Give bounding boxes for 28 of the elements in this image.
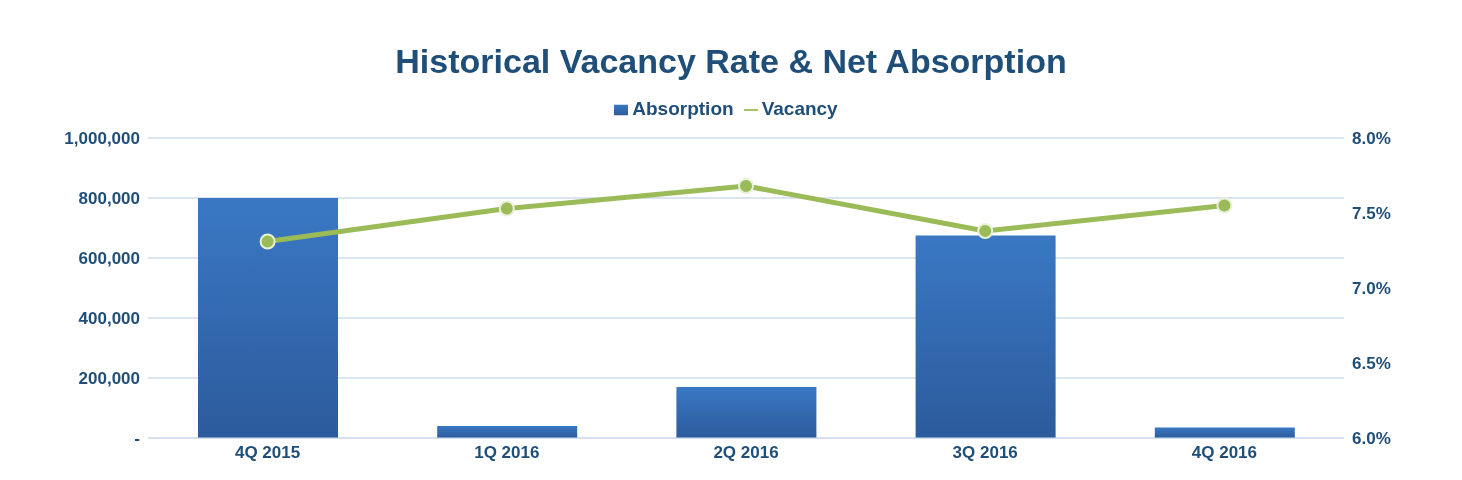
y2-tick-label: 7.0%	[1352, 279, 1391, 299]
x-tick-label: 3Q 2016	[952, 443, 1018, 463]
point	[498, 200, 515, 217]
y-tick-label: 200,000	[78, 369, 140, 389]
y-tick-label: -	[134, 429, 140, 449]
x-tick-label: 1Q 2016	[474, 443, 540, 463]
chart-title: Historical Vacancy Rate & Net Absorption	[394, 41, 1068, 82]
bar	[198, 198, 338, 438]
bar	[676, 387, 817, 438]
x-tick-label: 4Q 2016	[1191, 443, 1258, 463]
point	[738, 178, 754, 194]
x-tick-label: 4Q 2015	[234, 443, 301, 463]
legend-label: Vacancy	[761, 98, 838, 119]
bar	[915, 235, 1056, 438]
y2-tick-label: 6.5%	[1352, 354, 1391, 374]
point	[977, 223, 994, 239]
y2-tick-label: 8.0%	[1352, 129, 1391, 149]
legend-label: Absorption	[632, 98, 734, 119]
bar	[437, 426, 578, 438]
y-tick-label: 1,000,000	[64, 129, 140, 149]
y-tick-label: 400,000	[78, 309, 140, 329]
y2-tick-label: 6.0%	[1352, 429, 1391, 449]
point	[259, 233, 276, 250]
y-tick-label: 800,000	[78, 189, 140, 209]
y-tick-label: 600,000	[78, 249, 140, 269]
y2-tick-label: 7.5%	[1352, 204, 1391, 224]
point	[1216, 197, 1233, 214]
x-tick-label: 2Q 2016	[713, 443, 779, 463]
